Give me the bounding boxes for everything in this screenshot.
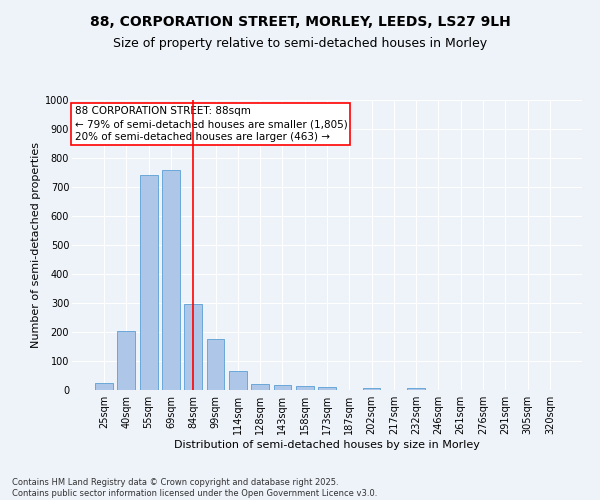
Text: 88 CORPORATION STREET: 88sqm
← 79% of semi-detached houses are smaller (1,805)
2: 88 CORPORATION STREET: 88sqm ← 79% of se… xyxy=(74,106,347,142)
Bar xyxy=(162,170,180,390)
Bar xyxy=(95,383,113,390)
Text: Contains HM Land Registry data © Crown copyright and database right 2025.
Contai: Contains HM Land Registry data © Crown c… xyxy=(12,478,377,498)
Bar xyxy=(229,371,247,390)
Bar xyxy=(251,384,269,390)
Text: 88, CORPORATION STREET, MORLEY, LEEDS, LS27 9LH: 88, CORPORATION STREET, MORLEY, LEEDS, L… xyxy=(89,15,511,29)
Bar xyxy=(118,330,136,390)
Bar xyxy=(206,339,224,390)
Bar xyxy=(318,386,336,390)
Bar xyxy=(362,388,380,390)
X-axis label: Distribution of semi-detached houses by size in Morley: Distribution of semi-detached houses by … xyxy=(174,440,480,450)
Bar xyxy=(140,176,158,390)
Bar xyxy=(407,388,425,390)
Y-axis label: Number of semi-detached properties: Number of semi-detached properties xyxy=(31,142,41,348)
Bar xyxy=(184,304,202,390)
Bar xyxy=(296,386,314,390)
Text: Size of property relative to semi-detached houses in Morley: Size of property relative to semi-detach… xyxy=(113,38,487,51)
Bar xyxy=(274,385,292,390)
